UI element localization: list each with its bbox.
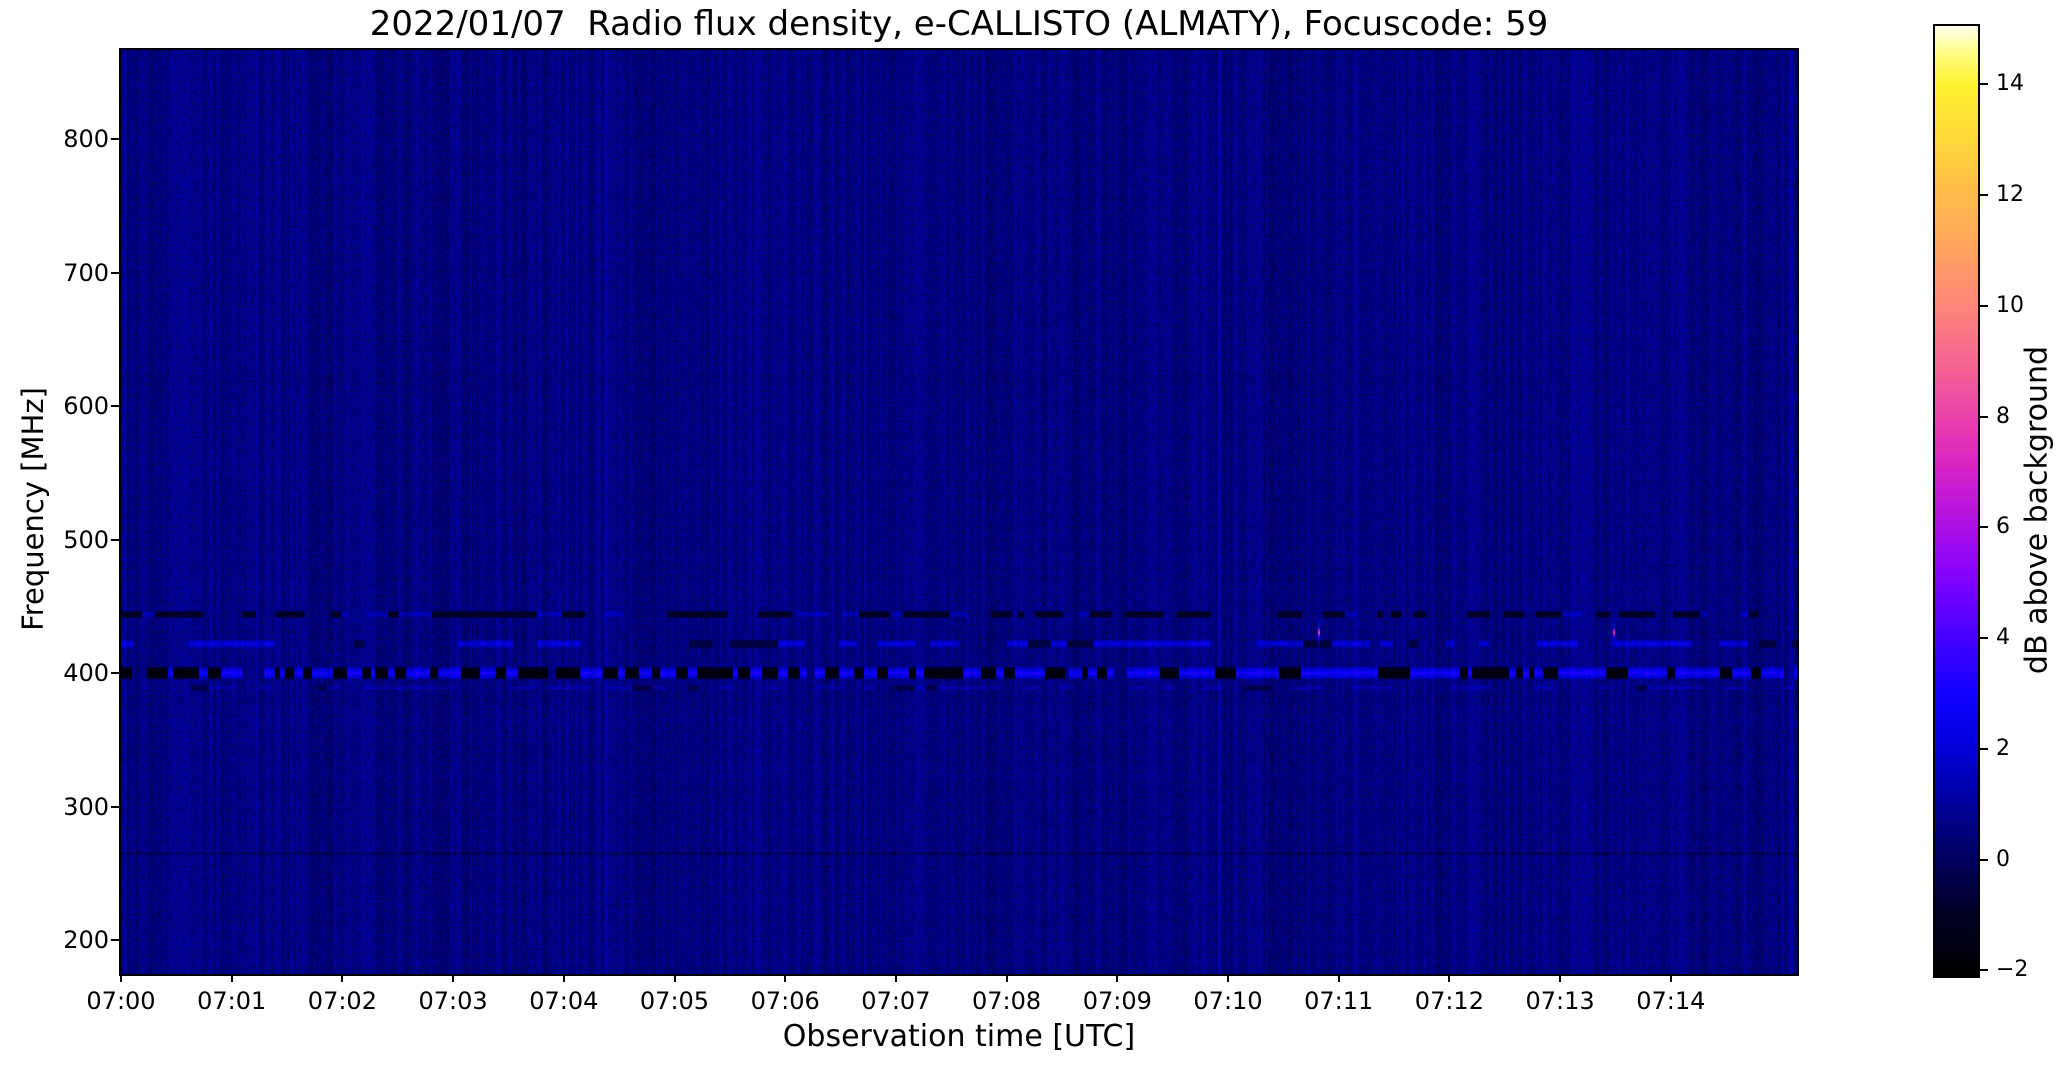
colorbar-tickmark [1980, 969, 1988, 972]
colorbar-label: dB above background [2019, 345, 2055, 675]
x-tickmark [1448, 974, 1451, 982]
x-tickmark [1669, 974, 1672, 982]
x-tick-label: 07:02 [307, 987, 377, 1015]
colorbar-tick-label: 4 [1996, 625, 2010, 651]
y-tick-label: 600 [63, 392, 109, 421]
y-tick-label: 700 [63, 258, 109, 287]
y-tick-label: 500 [63, 525, 109, 554]
y-tick-label: 800 [63, 125, 109, 154]
y-tick-label: 200 [63, 925, 109, 954]
y-tickmark [111, 405, 119, 408]
colorbar-tickmark [1980, 747, 1988, 750]
chart-title: 2022/01/07 Radio flux density, e-CALLIST… [369, 4, 1549, 44]
x-tick-label: 07:07 [861, 987, 931, 1015]
colorbar-tickmark [1980, 304, 1988, 307]
x-tick-label: 07:08 [972, 987, 1042, 1015]
y-tickmark [111, 271, 119, 274]
colorbar-tick-label: 12 [1996, 181, 2024, 207]
colorbar-tick-label: 2 [1996, 735, 2010, 761]
x-tick-label: 07:11 [1304, 987, 1374, 1015]
y-tickmark [111, 805, 119, 808]
colorbar-tickmark [1980, 83, 1988, 86]
colorbar-tick-label: 14 [1996, 71, 2024, 97]
x-axis-label: Observation time [UTC] [782, 1019, 1136, 1054]
colorbar-tick-label: 10 [1996, 292, 2024, 318]
x-tick-label: 07:12 [1414, 987, 1484, 1015]
colorbar-tickmark [1980, 193, 1988, 196]
x-tickmark [230, 974, 233, 982]
x-tick-label: 07:14 [1636, 987, 1706, 1015]
colorbar-tickmark [1980, 526, 1988, 529]
spectrogram-canvas [121, 50, 1797, 974]
y-tickmark [111, 672, 119, 675]
x-tickmark [120, 974, 122, 982]
y-tickmark [111, 138, 119, 141]
colorbar-tickmark [1980, 415, 1988, 418]
x-tick-label: 07:01 [197, 987, 267, 1015]
x-tickmark [1227, 974, 1229, 982]
colorbar-tick-label: −2 [1996, 957, 2029, 983]
colorbar-tickmark [1980, 637, 1988, 640]
x-tickmark [562, 974, 565, 982]
x-tick-label: 07:10 [1193, 987, 1263, 1015]
y-tick-label: 300 [63, 792, 109, 821]
x-tick-label: 07:06 [750, 987, 820, 1015]
x-tickmark [784, 974, 787, 982]
plot-area [119, 48, 1799, 976]
y-tickmark [111, 538, 119, 541]
y-axis-label: Frequency [MHz] [16, 387, 50, 631]
x-tickmark [1005, 974, 1008, 982]
colorbar-tick-label: 6 [1996, 514, 2010, 540]
x-tickmark [1559, 974, 1562, 982]
x-tick-label: 07:00 [86, 987, 156, 1015]
x-tick-label: 07:13 [1525, 987, 1595, 1015]
colorbar-tick-label: 8 [1996, 403, 2010, 429]
colorbar-tick-label: 0 [1996, 846, 2010, 872]
x-tickmark [1116, 974, 1119, 982]
y-tick-label: 400 [63, 659, 109, 688]
y-tickmark [111, 938, 119, 941]
x-tick-label: 07:09 [1082, 987, 1152, 1015]
colorbar-tickmark [1980, 858, 1988, 861]
x-tickmark [1337, 974, 1340, 982]
x-tick-label: 07:04 [529, 987, 599, 1015]
colorbar [1933, 24, 1980, 978]
x-tick-label: 07:03 [418, 987, 488, 1015]
x-tickmark [673, 974, 676, 982]
x-tickmark [341, 974, 344, 982]
x-tickmark [894, 974, 897, 982]
x-tick-label: 07:05 [639, 987, 710, 1015]
x-tickmark [452, 974, 455, 982]
